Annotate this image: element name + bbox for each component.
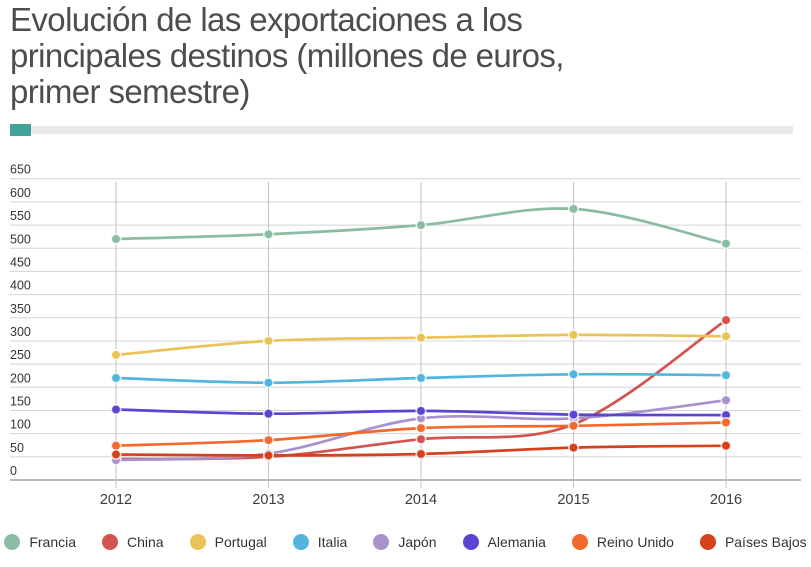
data-point-portugal-2016[interactable] bbox=[720, 330, 732, 342]
y-axis-tick-450: 450 bbox=[10, 255, 31, 269]
legend-item-china: China bbox=[102, 534, 164, 550]
data-point-italia-2013[interactable] bbox=[262, 377, 274, 389]
data-point-alemania-2012[interactable] bbox=[110, 404, 122, 416]
legend-item-portugal: Portugal bbox=[189, 534, 267, 550]
data-point-alemania-2013[interactable] bbox=[262, 408, 274, 420]
y-axis-tick-350: 350 bbox=[10, 302, 31, 316]
data-point-paises-bajos-2014[interactable] bbox=[415, 448, 427, 460]
legend-label-china: China bbox=[127, 534, 164, 550]
series-reino-unido bbox=[110, 416, 732, 452]
legend-swatch-alemania bbox=[462, 534, 479, 550]
legend-label-reino-unido: Reino Unido bbox=[596, 534, 674, 550]
data-point-italia-2014[interactable] bbox=[415, 372, 427, 384]
legend-swatch-china bbox=[102, 534, 119, 550]
data-point-portugal-2014[interactable] bbox=[415, 332, 427, 344]
legend-label-francia: Francia bbox=[29, 534, 77, 550]
y-axis-tick-50: 50 bbox=[10, 441, 24, 455]
legend-swatch-paises-bajos bbox=[699, 534, 716, 550]
series-paises-bajos bbox=[110, 440, 732, 461]
data-point-paises-bajos-2012[interactable] bbox=[110, 448, 122, 460]
legend-item-reino-unido: Reino Unido bbox=[571, 534, 674, 550]
data-point-reino-unido-2016[interactable] bbox=[720, 416, 732, 428]
y-axis-tick-600: 600 bbox=[10, 186, 31, 200]
series-francia bbox=[110, 203, 732, 250]
legend-swatch-francia bbox=[4, 534, 21, 550]
legend-item-italia: Italia bbox=[292, 534, 348, 550]
legend-swatch-japon bbox=[373, 534, 390, 550]
y-axis-tick-0: 0 bbox=[10, 464, 17, 478]
title-divider bbox=[10, 124, 793, 136]
data-point-reino-unido-2012[interactable] bbox=[110, 440, 122, 452]
data-point-portugal-2012[interactable] bbox=[110, 349, 122, 361]
legend-item-francia: Francia bbox=[4, 534, 76, 550]
y-axis-tick-400: 400 bbox=[10, 279, 31, 293]
series-italia bbox=[110, 368, 732, 389]
legend-label-japon: Japón bbox=[398, 534, 437, 550]
data-point-china-2014[interactable] bbox=[415, 433, 427, 445]
data-point-alemania-2015[interactable] bbox=[567, 409, 579, 421]
legend-item-paises-bajos: Países Bajos bbox=[699, 534, 807, 550]
data-point-paises-bajos-2016[interactable] bbox=[720, 440, 732, 452]
legend-label-italia: Italia bbox=[317, 534, 348, 550]
data-point-francia-2012[interactable] bbox=[110, 233, 122, 245]
page-title-line1: Evolución de las exportaciones a los bbox=[10, 1, 523, 38]
x-axis-tick-2016: 2016 bbox=[710, 492, 742, 508]
series-portugal bbox=[110, 329, 732, 361]
data-point-paises-bajos-2013[interactable] bbox=[262, 449, 274, 461]
data-point-alemania-2014[interactable] bbox=[415, 405, 427, 417]
data-point-francia-2014[interactable] bbox=[415, 219, 427, 231]
data-point-reino-unido-2015[interactable] bbox=[567, 420, 579, 432]
data-point-francia-2013[interactable] bbox=[262, 228, 274, 240]
y-axis-tick-100: 100 bbox=[10, 418, 31, 432]
data-point-francia-2016[interactable] bbox=[720, 238, 732, 250]
y-axis-tick-650: 650 bbox=[10, 163, 31, 177]
legend-swatch-portugal bbox=[189, 534, 206, 550]
page-title-line2: principales destinos (millones de euros, bbox=[10, 37, 564, 74]
y-axis-tick-550: 550 bbox=[10, 209, 31, 223]
x-axis-tick-2012: 2012 bbox=[100, 492, 132, 508]
legend-label-paises-bajos: Países Bajos bbox=[724, 534, 807, 550]
legend-label-alemania: Alemania bbox=[487, 534, 546, 550]
legend-item-alemania: Alemania bbox=[462, 534, 546, 550]
data-point-italia-2012[interactable] bbox=[110, 372, 122, 384]
data-point-francia-2015[interactable] bbox=[567, 203, 579, 215]
x-axis-tick-2013: 2013 bbox=[252, 492, 284, 508]
y-axis-tick-200: 200 bbox=[10, 371, 31, 385]
series-alemania bbox=[110, 404, 732, 421]
legend-item-japon: Japón bbox=[373, 534, 437, 550]
data-point-reino-unido-2014[interactable] bbox=[415, 422, 427, 434]
teal-accent-mark bbox=[10, 124, 31, 136]
data-point-portugal-2015[interactable] bbox=[567, 329, 579, 341]
line-chart: 0 50 100 150 200 250 300 350 400 450 500 550 600 650 2… bbox=[10, 163, 801, 508]
chart-legend: Francia China Portugal Italia Japón Alemania R… bbox=[0, 534, 811, 550]
page-title: Evolución de las exportaciones a los pri… bbox=[10, 2, 790, 110]
legend-label-portugal: Portugal bbox=[214, 534, 267, 550]
x-axis-tick-2015: 2015 bbox=[557, 492, 589, 508]
data-point-italia-2016[interactable] bbox=[720, 369, 732, 381]
data-point-reino-unido-2013[interactable] bbox=[262, 434, 274, 446]
x-axis-tick-2014: 2014 bbox=[405, 492, 437, 508]
y-axis-tick-250: 250 bbox=[10, 348, 31, 362]
data-point-japon-2016[interactable] bbox=[720, 394, 732, 406]
y-axis-tick-300: 300 bbox=[10, 325, 31, 339]
y-axis-tick-150: 150 bbox=[10, 394, 31, 408]
y-axis-tick-500: 500 bbox=[10, 232, 31, 246]
legend-swatch-reino-unido bbox=[571, 534, 588, 550]
data-point-paises-bajos-2015[interactable] bbox=[567, 442, 579, 454]
data-point-italia-2015[interactable] bbox=[567, 368, 579, 380]
data-point-portugal-2013[interactable] bbox=[262, 335, 274, 347]
data-point-china-2016[interactable] bbox=[720, 314, 732, 326]
page-title-line3: primer semestre) bbox=[10, 73, 250, 110]
legend-swatch-italia bbox=[292, 534, 309, 550]
